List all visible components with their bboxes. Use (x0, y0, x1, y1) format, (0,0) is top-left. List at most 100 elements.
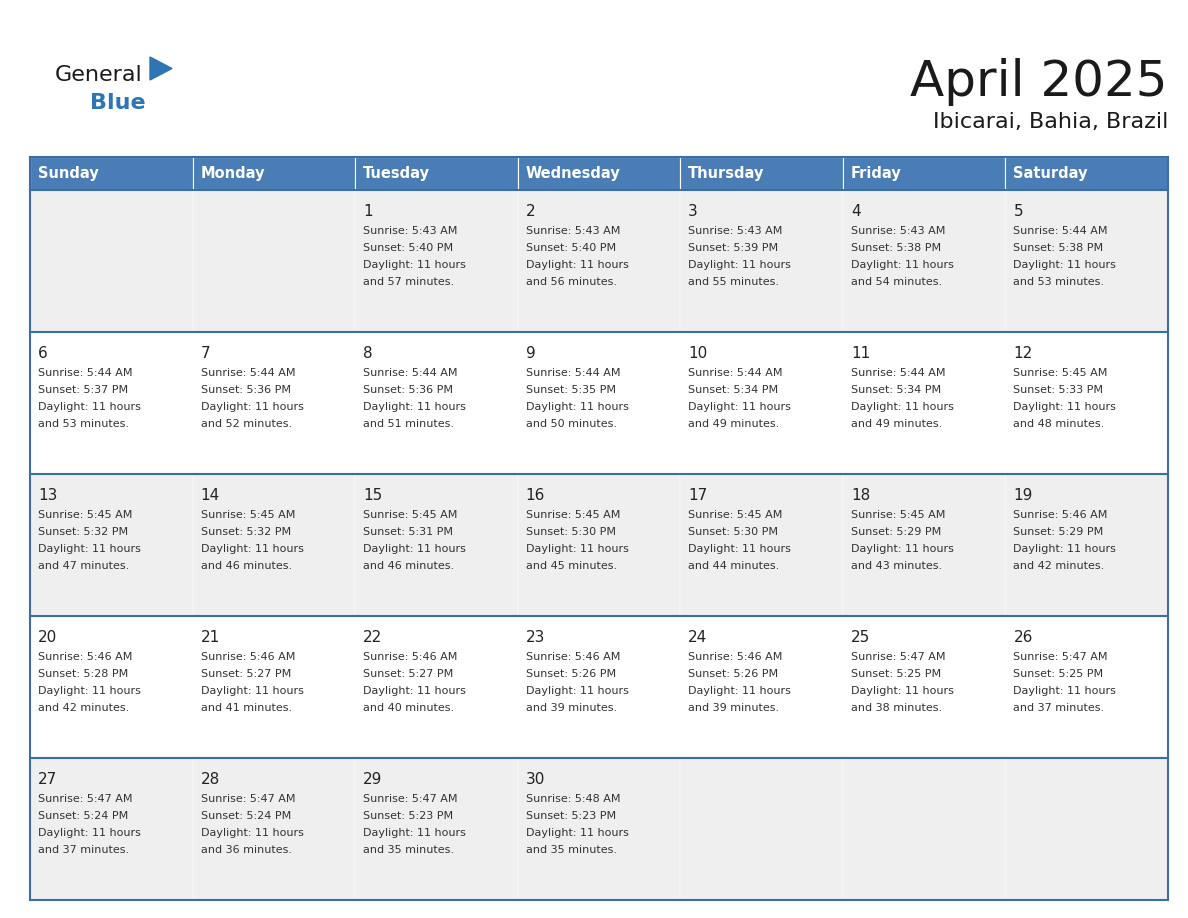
Text: Sunset: 5:32 PM: Sunset: 5:32 PM (38, 527, 128, 537)
Text: and 38 minutes.: and 38 minutes. (851, 703, 942, 713)
Text: Ibicarai, Bahia, Brazil: Ibicarai, Bahia, Brazil (933, 112, 1168, 132)
Text: Daylight: 11 hours: Daylight: 11 hours (526, 260, 628, 270)
Text: Sunrise: 5:45 AM: Sunrise: 5:45 AM (688, 510, 783, 520)
Bar (1005, 616, 1168, 758)
Bar (30, 157, 192, 190)
Bar (30, 332, 192, 474)
Text: Sunrise: 5:45 AM: Sunrise: 5:45 AM (1013, 368, 1107, 378)
Bar (30, 616, 192, 758)
Text: 1: 1 (364, 204, 373, 219)
Text: Sunrise: 5:45 AM: Sunrise: 5:45 AM (38, 510, 132, 520)
Text: 23: 23 (526, 630, 545, 645)
Text: and 42 minutes.: and 42 minutes. (1013, 561, 1105, 571)
Bar (518, 758, 681, 900)
Text: 18: 18 (851, 488, 870, 503)
Text: 27: 27 (38, 772, 57, 787)
Text: and 55 minutes.: and 55 minutes. (688, 277, 779, 287)
Text: Daylight: 11 hours: Daylight: 11 hours (38, 544, 141, 554)
Bar (1005, 474, 1168, 616)
Bar (355, 758, 518, 900)
Bar (30, 474, 192, 616)
Text: 7: 7 (201, 346, 210, 361)
Text: and 37 minutes.: and 37 minutes. (1013, 703, 1105, 713)
Text: Daylight: 11 hours: Daylight: 11 hours (851, 402, 954, 412)
Bar (355, 332, 518, 474)
Text: Sunset: 5:36 PM: Sunset: 5:36 PM (364, 385, 453, 395)
Text: and 36 minutes.: and 36 minutes. (201, 845, 291, 855)
Text: Sunrise: 5:47 AM: Sunrise: 5:47 AM (201, 794, 295, 804)
Text: Sunset: 5:29 PM: Sunset: 5:29 PM (851, 527, 941, 537)
Text: Sunset: 5:30 PM: Sunset: 5:30 PM (688, 527, 778, 537)
Text: and 46 minutes.: and 46 minutes. (201, 561, 292, 571)
Text: Daylight: 11 hours: Daylight: 11 hours (851, 544, 954, 554)
Text: Sunset: 5:24 PM: Sunset: 5:24 PM (38, 811, 128, 821)
Text: Daylight: 11 hours: Daylight: 11 hours (1013, 686, 1117, 696)
Bar (1005, 332, 1168, 474)
Text: Sunset: 5:36 PM: Sunset: 5:36 PM (201, 385, 291, 395)
Text: and 53 minutes.: and 53 minutes. (38, 419, 129, 429)
Text: Monday: Monday (201, 166, 265, 181)
Text: Sunset: 5:26 PM: Sunset: 5:26 PM (526, 669, 615, 679)
Text: 21: 21 (201, 630, 220, 645)
Text: Sunrise: 5:45 AM: Sunrise: 5:45 AM (364, 510, 457, 520)
Text: Sunset: 5:25 PM: Sunset: 5:25 PM (851, 669, 941, 679)
Text: Sunset: 5:33 PM: Sunset: 5:33 PM (1013, 385, 1104, 395)
Text: 10: 10 (688, 346, 708, 361)
Text: Sunset: 5:34 PM: Sunset: 5:34 PM (851, 385, 941, 395)
Text: Daylight: 11 hours: Daylight: 11 hours (1013, 402, 1117, 412)
Text: 24: 24 (688, 630, 708, 645)
Text: and 50 minutes.: and 50 minutes. (526, 419, 617, 429)
Text: General: General (55, 65, 143, 85)
Text: and 52 minutes.: and 52 minutes. (201, 419, 292, 429)
Text: Sunset: 5:28 PM: Sunset: 5:28 PM (38, 669, 128, 679)
Text: 6: 6 (38, 346, 48, 361)
Text: Sunset: 5:38 PM: Sunset: 5:38 PM (1013, 243, 1104, 253)
Bar (355, 157, 518, 190)
Bar (192, 332, 355, 474)
Text: 16: 16 (526, 488, 545, 503)
Text: 13: 13 (38, 488, 57, 503)
Text: Sunrise: 5:44 AM: Sunrise: 5:44 AM (38, 368, 133, 378)
Bar (192, 157, 355, 190)
Text: and 35 minutes.: and 35 minutes. (526, 845, 617, 855)
Text: Sunrise: 5:47 AM: Sunrise: 5:47 AM (1013, 652, 1108, 662)
Text: Daylight: 11 hours: Daylight: 11 hours (526, 686, 628, 696)
Text: April 2025: April 2025 (910, 58, 1168, 106)
Bar (192, 758, 355, 900)
Text: Daylight: 11 hours: Daylight: 11 hours (1013, 260, 1117, 270)
Bar (192, 616, 355, 758)
Text: 2: 2 (526, 204, 536, 219)
Text: 26: 26 (1013, 630, 1032, 645)
Bar (681, 758, 842, 900)
Text: Daylight: 11 hours: Daylight: 11 hours (364, 402, 466, 412)
Text: and 48 minutes.: and 48 minutes. (1013, 419, 1105, 429)
Text: 20: 20 (38, 630, 57, 645)
Bar (518, 474, 681, 616)
Text: Friday: Friday (851, 166, 902, 181)
Text: Sunset: 5:26 PM: Sunset: 5:26 PM (688, 669, 778, 679)
Text: 29: 29 (364, 772, 383, 787)
Bar (518, 190, 681, 332)
Text: Sunrise: 5:47 AM: Sunrise: 5:47 AM (851, 652, 946, 662)
Text: Sunset: 5:34 PM: Sunset: 5:34 PM (688, 385, 778, 395)
Text: 19: 19 (1013, 488, 1032, 503)
Bar (518, 332, 681, 474)
Text: and 46 minutes.: and 46 minutes. (364, 561, 454, 571)
Text: Sunrise: 5:43 AM: Sunrise: 5:43 AM (364, 226, 457, 236)
Text: and 54 minutes.: and 54 minutes. (851, 277, 942, 287)
Bar (1005, 190, 1168, 332)
Text: Sunset: 5:40 PM: Sunset: 5:40 PM (364, 243, 454, 253)
Text: Saturday: Saturday (1013, 166, 1088, 181)
Text: Thursday: Thursday (688, 166, 765, 181)
Text: Sunrise: 5:45 AM: Sunrise: 5:45 AM (526, 510, 620, 520)
Text: Sunrise: 5:45 AM: Sunrise: 5:45 AM (851, 510, 946, 520)
Text: Sunset: 5:25 PM: Sunset: 5:25 PM (1013, 669, 1104, 679)
Text: 14: 14 (201, 488, 220, 503)
Text: 9: 9 (526, 346, 536, 361)
Text: Sunrise: 5:46 AM: Sunrise: 5:46 AM (201, 652, 295, 662)
Text: Sunrise: 5:44 AM: Sunrise: 5:44 AM (851, 368, 946, 378)
Text: 17: 17 (688, 488, 708, 503)
Bar (681, 332, 842, 474)
Bar (842, 332, 1005, 474)
Text: Daylight: 11 hours: Daylight: 11 hours (201, 544, 303, 554)
